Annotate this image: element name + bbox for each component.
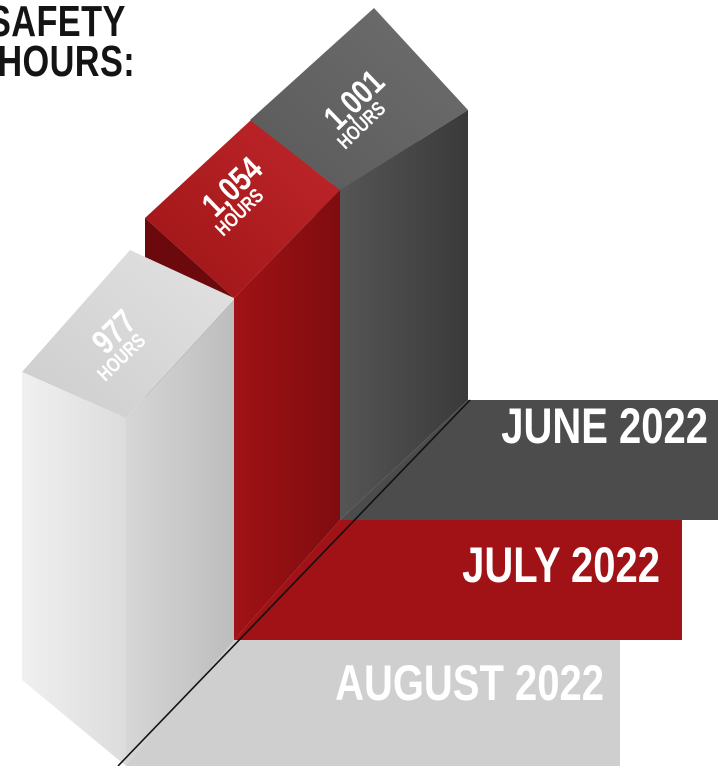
bar-face-june: [340, 110, 468, 520]
category-label-july: JULY 2022: [462, 537, 660, 593]
bar-top-july: [145, 120, 340, 298]
chart-title: SAFETY HOURS:: [0, 0, 136, 86]
category-plate-june: [340, 400, 718, 520]
category-label-august: AUGUST 2022: [335, 655, 604, 711]
title-line-2: HOURS:: [0, 37, 136, 86]
baseline-diagonal: [117, 399, 471, 766]
bar-side-august: [22, 372, 126, 766]
title-line-1: SAFETY: [0, 0, 126, 46]
category-plate-july: [234, 520, 682, 640]
bar-face-august: [126, 300, 234, 766]
bar-top-june-face: [250, 8, 468, 190]
category-plate-august: [126, 640, 620, 766]
category-label-june: JUNE 2022: [501, 398, 708, 454]
bar-top-august: [22, 250, 234, 418]
bar-face-july: [234, 190, 340, 640]
